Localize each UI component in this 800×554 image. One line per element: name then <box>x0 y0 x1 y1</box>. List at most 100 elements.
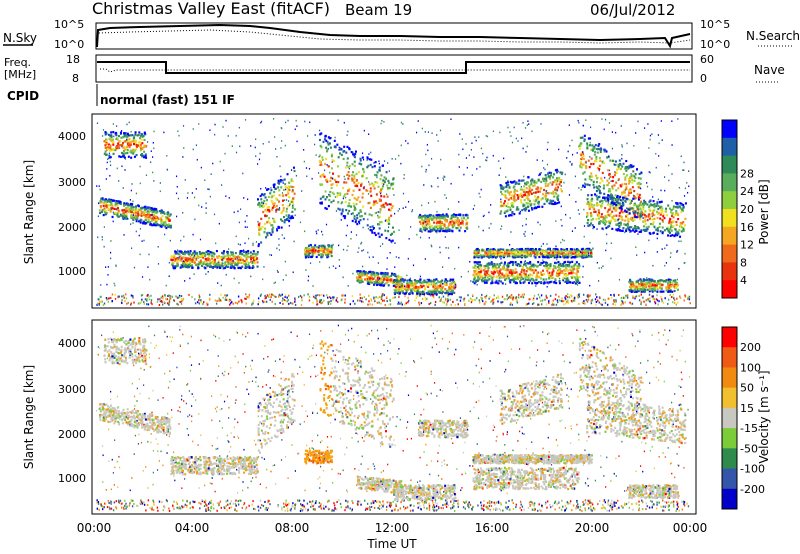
data-cell <box>147 303 150 306</box>
data-cell <box>357 171 360 174</box>
data-cell <box>186 259 189 262</box>
data-cell <box>155 221 158 225</box>
data-cell <box>546 184 549 187</box>
data-cell <box>600 206 603 209</box>
data-cell <box>680 225 683 228</box>
data-cell <box>648 279 651 282</box>
data-cell <box>432 216 435 220</box>
data-cell <box>626 217 629 220</box>
data-cell <box>353 160 356 163</box>
data-cell <box>450 214 453 217</box>
data-cell <box>633 218 636 221</box>
data-cell <box>381 272 384 275</box>
data-cell <box>261 300 264 303</box>
data-cell <box>143 301 145 304</box>
data-cell <box>328 198 331 202</box>
data-cell <box>160 220 163 223</box>
data-cell <box>455 219 458 222</box>
data-cell <box>417 286 420 290</box>
data-cell <box>434 303 436 306</box>
data-cell <box>595 293 597 296</box>
data-cell <box>377 216 380 219</box>
data-cell <box>523 204 526 207</box>
data-cell <box>545 176 548 179</box>
data-cell <box>193 261 196 264</box>
data-cell <box>637 198 640 201</box>
data-cell <box>674 285 677 288</box>
data-cell <box>131 134 134 137</box>
data-cell <box>545 263 548 266</box>
data-cell <box>440 280 443 283</box>
data-cell <box>157 223 160 227</box>
data-cell <box>373 165 376 168</box>
data-cell <box>270 296 272 299</box>
data-cell <box>530 181 533 184</box>
data-cell <box>632 295 634 298</box>
data-cell <box>106 146 109 149</box>
data-cell <box>327 301 329 304</box>
data-cell <box>510 295 512 298</box>
data-cell <box>394 296 396 299</box>
data-cell <box>386 220 389 223</box>
data-cell <box>637 289 640 293</box>
data-cell <box>200 254 203 258</box>
data-cell <box>402 287 405 290</box>
data-cell <box>636 212 639 215</box>
data-cell <box>510 302 512 305</box>
data-cell <box>607 208 610 211</box>
data-cell <box>659 290 662 293</box>
data-cell <box>545 194 548 197</box>
data-cell <box>506 181 509 184</box>
data-cell <box>130 214 133 217</box>
data-cell <box>619 215 622 218</box>
data-cell <box>604 223 607 226</box>
data-cell <box>288 217 291 220</box>
data-cell <box>419 284 422 287</box>
data-cell <box>162 222 165 225</box>
data-cell <box>503 202 506 205</box>
data-cell <box>548 175 551 178</box>
data-cell <box>601 227 604 230</box>
data-cell <box>164 220 167 224</box>
data-cell <box>536 275 539 278</box>
data-cell <box>613 299 615 302</box>
data-cell <box>266 188 269 191</box>
data-cell <box>460 296 462 299</box>
data-cell <box>670 208 673 212</box>
data-cell <box>280 186 283 189</box>
data-cell <box>187 266 190 269</box>
data-cell <box>126 145 129 148</box>
data-cell <box>269 192 272 195</box>
data-cell <box>637 205 640 208</box>
data-cell <box>614 303 617 306</box>
data-cell <box>575 278 578 281</box>
data-cell <box>286 173 289 176</box>
data-cell <box>568 272 571 275</box>
data-cell <box>281 219 284 222</box>
data-cell <box>358 188 361 191</box>
data-cell <box>134 131 137 134</box>
data-cell <box>376 283 379 287</box>
data-cell <box>544 195 547 198</box>
data-cell <box>141 155 144 158</box>
data-cell <box>353 205 356 208</box>
data-cell <box>342 150 345 153</box>
data-cell <box>601 303 603 306</box>
data-cell <box>426 218 429 221</box>
data-cell <box>551 273 554 276</box>
data-cell <box>267 220 270 223</box>
data-cell <box>234 255 237 258</box>
data-cell <box>245 260 248 263</box>
data-cell <box>135 220 138 223</box>
data-cell <box>596 147 599 151</box>
data-cell <box>189 255 192 258</box>
data-cell <box>264 294 266 297</box>
data-cell <box>178 250 181 253</box>
data-cell <box>449 298 452 301</box>
data-cell <box>345 181 348 184</box>
data-cell <box>283 178 286 181</box>
data-cell <box>514 296 516 299</box>
data-cell <box>616 200 619 203</box>
data-cell <box>522 190 525 194</box>
data-cell <box>634 224 637 228</box>
